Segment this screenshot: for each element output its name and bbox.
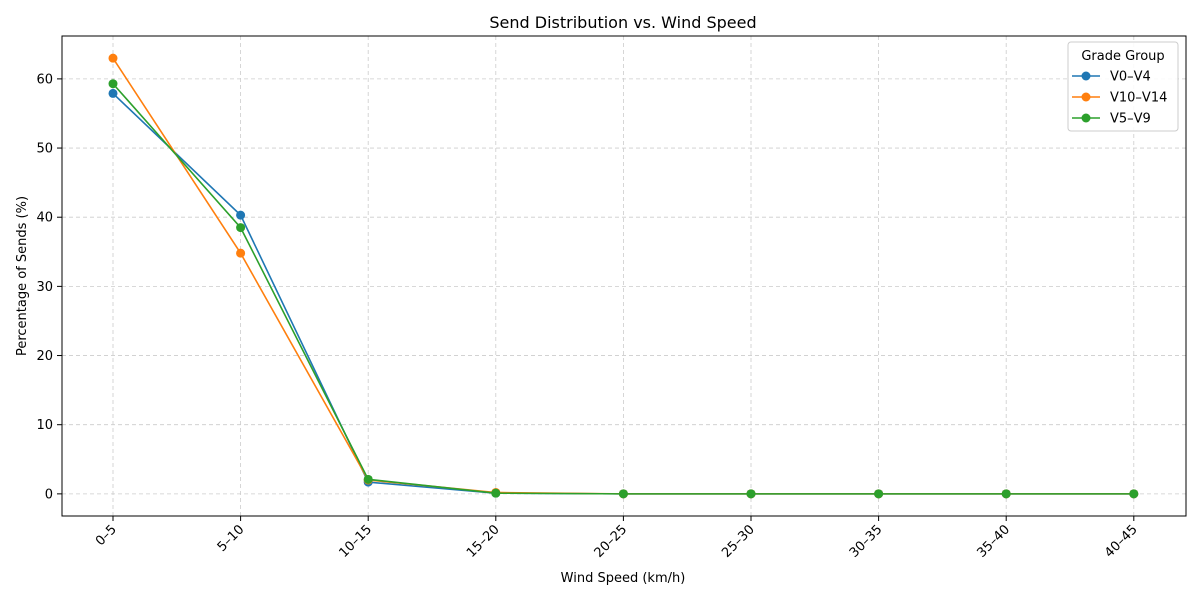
y-tick-label: 30 xyxy=(36,280,53,295)
data-point xyxy=(108,53,118,63)
legend-label: V5–V9 xyxy=(1110,112,1151,127)
legend-swatch-marker xyxy=(1081,113,1091,123)
data-point xyxy=(236,210,246,220)
x-tick-label: 10–15 xyxy=(336,522,375,561)
data-point xyxy=(108,88,118,98)
series-2 xyxy=(108,79,1139,499)
x-tick-label: 40–45 xyxy=(1102,522,1141,561)
legend-title: Grade Group xyxy=(1081,49,1164,64)
data-point xyxy=(236,223,246,233)
legend-item: V0–V4 xyxy=(1072,70,1151,85)
legend-swatch-marker xyxy=(1081,71,1091,81)
x-tick-label: 0–5 xyxy=(93,522,120,549)
data-point xyxy=(108,79,118,89)
x-tick-label: 30–35 xyxy=(847,522,886,561)
x-axis-label: Wind Speed (km/h) xyxy=(561,571,686,586)
y-tick-label: 40 xyxy=(36,211,53,226)
x-tick-label: 20–25 xyxy=(592,522,631,561)
x-tick-label: 5–10 xyxy=(215,522,248,555)
y-axis-label: Percentage of Sends (%) xyxy=(15,196,30,356)
data-point xyxy=(363,474,373,484)
y-tick-label: 10 xyxy=(36,418,53,433)
data-point xyxy=(746,489,756,499)
x-tick-label: 35–40 xyxy=(974,522,1013,561)
y-tick-label: 50 xyxy=(36,142,53,157)
legend-label: V0–V4 xyxy=(1110,70,1151,85)
data-point xyxy=(1129,489,1139,499)
axes: 0 10 20 30 40 50 60 0–5 5–10 10–15 15–20 20–25 25–30… xyxy=(36,35,1187,561)
x-tick-label: 15–20 xyxy=(464,522,503,561)
data-point xyxy=(618,489,628,499)
data-point xyxy=(236,248,246,258)
series-group xyxy=(108,53,1139,499)
y-tick-label: 60 xyxy=(36,72,53,87)
data-point xyxy=(874,489,884,499)
legend-item: V5–V9 xyxy=(1072,112,1151,127)
grid xyxy=(62,36,1186,516)
legend-label: V10–V14 xyxy=(1110,91,1167,106)
x-tick-label: 25–30 xyxy=(719,522,758,561)
chart-title: Send Distribution vs. Wind Speed xyxy=(489,13,756,32)
plot-frame xyxy=(61,35,1187,517)
series-line xyxy=(112,92,1134,495)
legend-swatch-marker xyxy=(1081,92,1091,102)
legend-item: V10–V14 xyxy=(1072,91,1167,106)
y-tick-label: 0 xyxy=(45,487,53,502)
legend: Grade Group V0–V4 V10–V14 V5–V9 xyxy=(1067,41,1179,132)
y-tick-label: 20 xyxy=(36,349,53,364)
data-point xyxy=(491,488,501,498)
legend-frame xyxy=(1067,41,1179,132)
data-point xyxy=(1001,489,1011,499)
